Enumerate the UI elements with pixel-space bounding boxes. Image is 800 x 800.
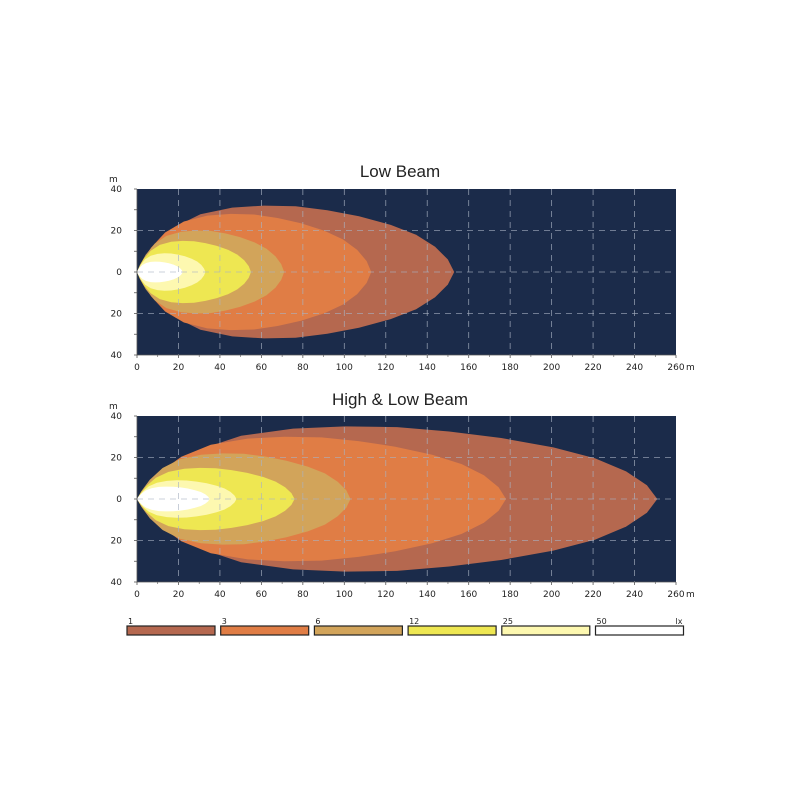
- x-tick-label: 0: [134, 363, 140, 373]
- y-tick-label: 20: [111, 310, 123, 320]
- y-tick-label: 20: [111, 454, 123, 464]
- x-tick-label: 180: [502, 590, 519, 600]
- x-tick-label: 220: [584, 363, 601, 373]
- x-tick-label: 20: [173, 363, 185, 373]
- x-tick-label: 80: [297, 363, 309, 373]
- chart-title-low-beam: Low Beam: [359, 162, 441, 181]
- y-tick-label: 40: [111, 412, 123, 422]
- y-tick-label: 20: [111, 227, 123, 237]
- y-tick-label: 40: [111, 578, 123, 588]
- legend-swatch-25lx: [501, 625, 591, 636]
- legend-label-12: 12: [409, 617, 419, 626]
- legend-label-1: 1: [128, 617, 133, 626]
- y-unit-label: m: [109, 175, 118, 185]
- x-tick-label: 260: [667, 590, 684, 600]
- chart-title-high-low-beam: High & Low Beam: [331, 390, 469, 409]
- legend-swatch-1lx: [126, 625, 216, 636]
- y-tick-label: 40: [111, 185, 123, 195]
- y-tick-label: 0: [116, 495, 122, 505]
- x-tick-label: 140: [419, 363, 436, 373]
- legend-label-50: 50: [597, 617, 607, 626]
- legend-label-3: 3: [222, 617, 227, 626]
- legend-swatch-6lx: [313, 625, 403, 636]
- x-tick-label: 40: [214, 590, 226, 600]
- x-tick-label: 60: [256, 590, 268, 600]
- legend-swatch-50lx: [594, 625, 685, 636]
- x-tick-label: 120: [377, 590, 394, 600]
- x-tick-label: 240: [626, 363, 643, 373]
- x-tick-label: 260: [667, 363, 684, 373]
- y-tick-label: 20: [111, 537, 123, 547]
- x-unit-label: m: [686, 363, 695, 373]
- x-tick-label: 160: [460, 363, 477, 373]
- legend-label-6: 6: [315, 617, 320, 626]
- x-tick-label: 200: [543, 363, 560, 373]
- x-tick-label: 60: [256, 363, 268, 373]
- x-tick-label: 20: [173, 590, 185, 600]
- legend-swatch-12lx: [407, 625, 497, 636]
- x-tick-label: 40: [214, 363, 226, 373]
- y-tick-label: 0: [116, 268, 122, 278]
- y-tick-label: 40: [111, 351, 123, 361]
- x-tick-label: 0: [134, 590, 140, 600]
- legend-swatch-3lx: [220, 625, 310, 636]
- x-tick-label: 140: [419, 590, 436, 600]
- x-tick-label: 100: [336, 590, 353, 600]
- x-tick-label: 240: [626, 590, 643, 600]
- x-tick-label: 160: [460, 590, 477, 600]
- x-tick-label: 100: [336, 363, 353, 373]
- legend-label-25: 25: [503, 617, 513, 626]
- legend-unit: lx: [676, 617, 683, 626]
- x-tick-label: 220: [584, 590, 601, 600]
- x-tick-label: 200: [543, 590, 560, 600]
- x-unit-label: m: [686, 590, 695, 600]
- x-tick-label: 80: [297, 590, 309, 600]
- y-unit-label: m: [109, 402, 118, 412]
- x-tick-label: 120: [377, 363, 394, 373]
- x-tick-label: 180: [502, 363, 519, 373]
